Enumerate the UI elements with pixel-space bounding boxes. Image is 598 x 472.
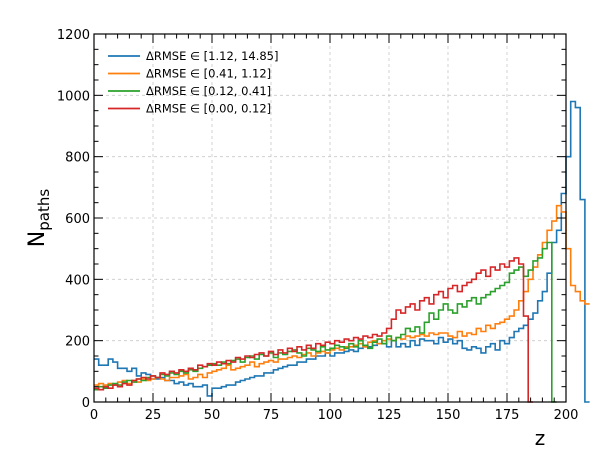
- x-tick-label: 175: [495, 408, 520, 423]
- series-line-3: [94, 241, 557, 403]
- ticks: 0 25 50 75 100 125 150 175 200 0 200 400 600 800 1000 1…: [57, 28, 579, 423]
- legend: ΔRMSE ∈ [1.12, 14.85] ΔRMSE ∈ [0.41, 1.12…: [108, 49, 279, 116]
- series-line-4: [94, 257, 533, 403]
- x-tick-label: 50: [204, 408, 221, 423]
- x-tick-label: 125: [377, 408, 402, 423]
- x-tick-label: 150: [436, 408, 461, 423]
- x-tick-label: 75: [263, 408, 280, 423]
- y-tick-label: 1200: [57, 28, 90, 43]
- y-tick-label: 400: [65, 273, 90, 288]
- legend-entry: ΔRMSE ∈ [0.12, 0.41]: [146, 84, 271, 98]
- y-tick-label: 200: [65, 335, 90, 350]
- legend-entry: ΔRMSE ∈ [1.12, 14.85]: [146, 49, 279, 63]
- y-axis-label-sub: paths: [35, 189, 53, 231]
- y-tick-label: 800: [65, 151, 90, 166]
- legend-entry: ΔRMSE ∈ [0.41, 1.12]: [146, 67, 271, 81]
- x-tick-label: 100: [318, 408, 343, 423]
- x-tick-label: 200: [554, 408, 579, 423]
- y-axis-label: Npaths: [25, 189, 53, 248]
- y-tick-label: 600: [65, 212, 90, 227]
- grid: [94, 34, 566, 402]
- x-tick-label: 25: [145, 408, 162, 423]
- series-layer: [94, 100, 590, 403]
- y-tick-label: 1000: [57, 89, 90, 104]
- x-axis-label: z: [535, 426, 546, 450]
- legend-entry: ΔRMSE ∈ [0.00, 0.12]: [146, 102, 271, 116]
- series-line-2: [94, 204, 590, 386]
- y-tick-label: 0: [82, 396, 90, 411]
- series-line-1: [94, 100, 590, 403]
- y-axis-label-main: N: [25, 231, 50, 247]
- x-tick-label: 0: [90, 408, 98, 423]
